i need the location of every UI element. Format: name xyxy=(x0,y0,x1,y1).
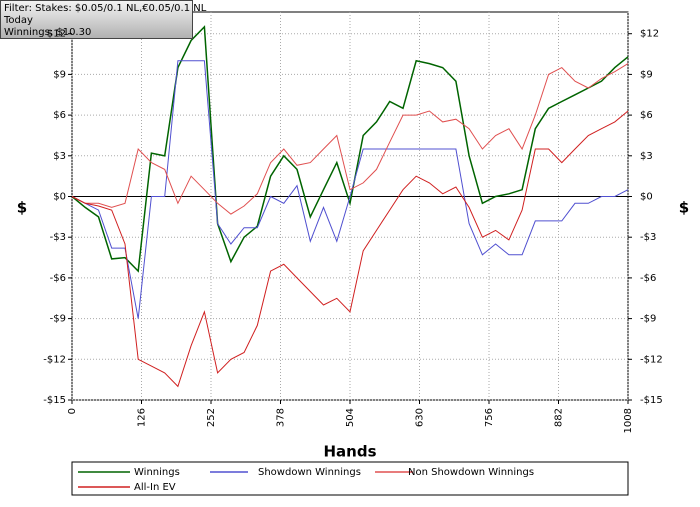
x-tick-label: 882 xyxy=(554,408,565,427)
y2-tick-label: -$3 xyxy=(640,232,656,243)
legend-label: Showdown Winnings xyxy=(258,467,361,478)
y2-tick-label: $3 xyxy=(640,151,653,162)
legend-label: Winnings xyxy=(134,467,180,478)
y2-tick-label: $12 xyxy=(640,29,659,40)
x-tick-label: 378 xyxy=(276,408,287,427)
filter-text: Filter: Stakes: $0.05/0.1 NL,€0.05/0.1 N… xyxy=(4,3,207,14)
y2-tick-label: $0 xyxy=(640,192,653,203)
filter-text: Winnings: $10.30 xyxy=(4,27,91,38)
x-tick-label: 252 xyxy=(206,408,217,427)
series-line xyxy=(71,63,629,215)
y2-tick-label: -$6 xyxy=(640,273,656,284)
y-tick-label: -$15 xyxy=(43,395,66,406)
legend xyxy=(71,461,629,496)
x-tick-label: 756 xyxy=(484,408,495,427)
y-tick-label: $9 xyxy=(53,69,66,80)
y2-tick-label: -$15 xyxy=(640,395,663,406)
y-tick-label: -$12 xyxy=(43,354,66,365)
y2-tick-label: $6 xyxy=(640,110,653,121)
x-tick-label: 630 xyxy=(415,408,426,427)
legend-label: All-In EV xyxy=(134,482,176,493)
y2-tick-label: -$9 xyxy=(640,314,656,325)
y-tick-label: $0 xyxy=(53,192,66,203)
plot-area xyxy=(71,11,629,401)
y-tick-label: $3 xyxy=(53,151,66,162)
y-tick-label: $12 xyxy=(47,29,66,40)
legend-label: Non Showdown Winnings xyxy=(408,467,534,478)
x-tick-label: 0 xyxy=(67,408,78,414)
x-tick-label: 1008 xyxy=(623,408,634,433)
filter-box xyxy=(0,0,193,39)
x-tick-label: 504 xyxy=(345,408,356,427)
series-line xyxy=(71,25,629,273)
y2-tick-label: $9 xyxy=(640,69,653,80)
y-tick-label: -$3 xyxy=(50,232,66,243)
y-axis-label: $ xyxy=(17,199,27,217)
y-tick-label: -$6 xyxy=(50,273,66,284)
x-tick-label: 126 xyxy=(137,408,148,427)
series-line xyxy=(71,60,629,319)
y-tick-label: $6 xyxy=(53,110,66,121)
y2-axis-label: $ xyxy=(679,199,689,217)
filter-text: Today xyxy=(3,15,33,26)
series-line xyxy=(71,110,629,388)
y2-tick-label: -$12 xyxy=(640,354,663,365)
y-tick-label: -$9 xyxy=(50,314,66,325)
x-axis-label: Hands xyxy=(323,443,376,461)
